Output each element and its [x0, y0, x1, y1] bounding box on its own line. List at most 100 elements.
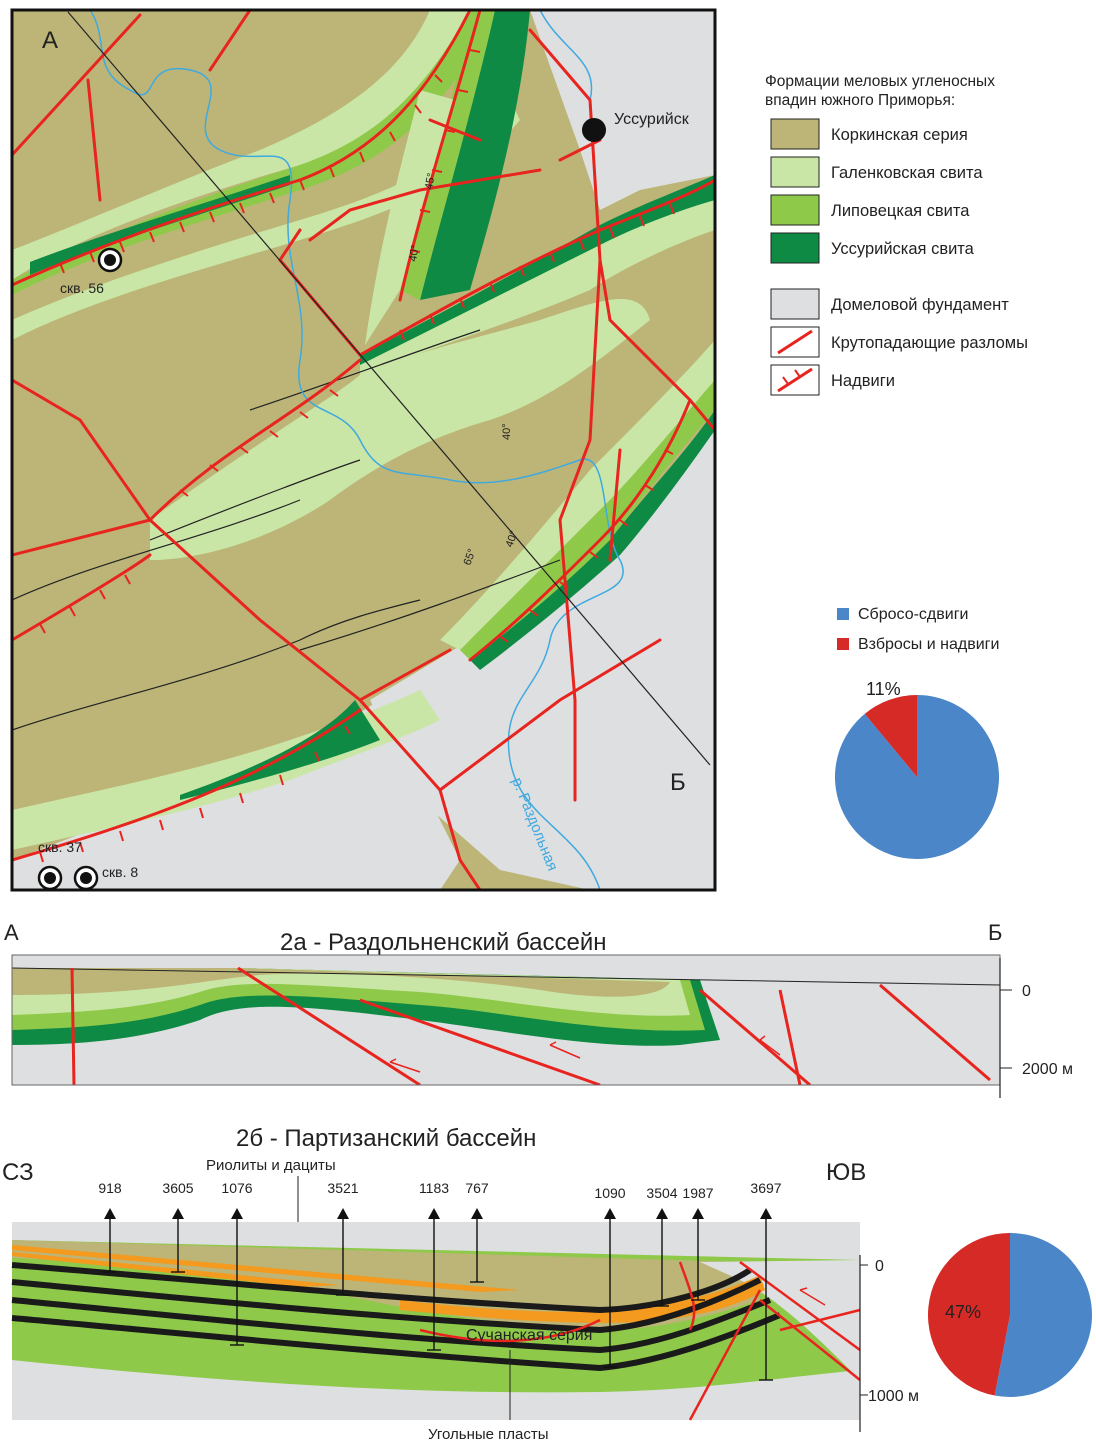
legend-label: Уссурийская свита	[831, 240, 975, 258]
well-37: скв. 37	[37, 839, 82, 890]
profile-line-ab	[67, 11, 711, 766]
basement-area-ne	[530, 10, 715, 210]
ussuri-belt-se	[470, 410, 715, 670]
legend-label: Галенковская свита	[831, 164, 983, 182]
galenkovka-belt-nw2	[12, 100, 520, 340]
borehole: 3605	[162, 1180, 194, 1273]
pie-legend: Сбросо-сдвиги Взбросы и надвиги	[837, 606, 999, 653]
borehole: 767	[465, 1180, 489, 1283]
coal-label: Угольные пласты	[428, 1426, 549, 1443]
legend-swatch-thrust-line-icon	[770, 364, 820, 396]
legend-swatch-red	[837, 638, 849, 650]
borehole-label: 1090	[594, 1185, 625, 1201]
borehole: 3697	[750, 1180, 782, 1381]
dip-label: 65°	[462, 547, 479, 567]
section-b-motion-arrow	[799, 1287, 826, 1306]
section-a-left: А	[4, 920, 19, 945]
borehole-label: 1183	[419, 1180, 449, 1196]
map-point-a: А	[42, 27, 58, 54]
dip-label: 45°	[423, 172, 438, 190]
borehole: 1183	[419, 1180, 449, 1351]
borehole-label: 1076	[221, 1180, 252, 1196]
dip-marks: 45° 40° 40° 65° 40°	[407, 172, 520, 567]
borehole: 1076	[221, 1180, 253, 1346]
pie-legend-label: Взбросы и надвиги	[858, 636, 999, 653]
dip-label: 40°	[407, 244, 422, 262]
section-b-tick-label: 0	[875, 1258, 884, 1275]
section-a-korkino	[12, 968, 670, 997]
galenkovka-belt-se	[440, 340, 715, 650]
city-label: Уссурийск	[614, 111, 690, 128]
rhyolite-label: Риолиты и дациты	[206, 1157, 336, 1174]
legend-swatch-fill-lipovets	[770, 194, 820, 226]
thrusts	[12, 10, 715, 862]
pie-chart-partizansk: 47%	[927, 1233, 1092, 1397]
legend-title-line2: впадин южного Приморья:	[765, 92, 955, 109]
section-a-tick-label: 2000 м	[1022, 1061, 1073, 1078]
section-b-rhyolite-1	[12, 1245, 520, 1292]
well-label: скв. 37	[38, 839, 82, 855]
ussuri-belt-s	[180, 700, 380, 800]
section-a-tick-label: 0	[1022, 983, 1031, 1000]
pie-data-label: 11%	[866, 679, 901, 699]
pie-slice-blue	[834, 695, 999, 859]
well-56: скв. 56	[60, 247, 123, 296]
borehole: 1090	[594, 1185, 626, 1368]
well-marker-core	[104, 254, 116, 266]
lipovets-belt-central	[400, 10, 495, 300]
borehole-label: 3697	[750, 1180, 781, 1196]
borehole-label: 3504	[646, 1185, 677, 1201]
borehole: 3521	[327, 1180, 359, 1296]
well-label: скв. 8	[102, 864, 138, 880]
borehole: 918	[98, 1180, 122, 1273]
galenkovka-belt-central	[365, 90, 455, 345]
galenkovka-belt-nw	[12, 10, 520, 280]
borehole-label: 918	[98, 1180, 122, 1196]
section-b-rhyolite-3	[400, 1275, 765, 1323]
section-b-wells: 918 3605 1076 3521 1183 767 1090 3504 1987 3697	[98, 1180, 782, 1381]
lipovets-belt-se	[460, 380, 715, 660]
section-b-title: 2б - Партизанский бассейн	[236, 1125, 536, 1152]
legend-swatch-fill-ussuri	[770, 232, 820, 264]
section-b-basement-lower	[12, 1360, 860, 1420]
borehole: 3504	[646, 1185, 678, 1307]
legend-label: Домеловой фундамент	[831, 296, 1009, 314]
borehole: 1987	[682, 1185, 714, 1301]
ussuri-belt-central	[420, 10, 530, 300]
section-b-rhyolite-2	[12, 1252, 340, 1287]
geological-map: Уссурийск скв. 56 скв. 37 скв. 8 45° 40°…	[12, 10, 715, 890]
legend-label: Липовецкая свита	[831, 202, 970, 220]
formation-contacts	[12, 329, 561, 731]
pie-data-label: 47%	[945, 1302, 981, 1322]
legend-swatch-fill-galenkovka	[770, 156, 820, 188]
legend-swatch-blue	[837, 608, 849, 620]
borehole-label: 3605	[162, 1180, 193, 1196]
section-partizansk: 2б - Партизанский бассейн СЗ ЮВ Риолиты …	[2, 1125, 919, 1443]
legend-swatch-fault-line-icon	[770, 326, 820, 358]
section-b-faults	[419, 1260, 861, 1421]
borehole-label: 1987	[682, 1185, 713, 1201]
section-b-basement-east	[700, 1260, 860, 1380]
thrust-ticks	[39, 49, 675, 863]
pie-chart-razdolnoe: 11%	[834, 679, 999, 859]
galenkovka-field-center	[150, 299, 650, 560]
section-a-motion-arrows	[389, 1035, 781, 1073]
legend-label: Надвиги	[831, 372, 895, 390]
well-marker-core	[44, 872, 56, 884]
section-b-right: ЮВ	[826, 1159, 866, 1186]
section-a-right: Б	[988, 920, 1002, 945]
borehole-label: 767	[465, 1180, 489, 1196]
pie-slice-red	[864, 695, 917, 777]
dip-label: 40°	[501, 423, 513, 440]
section-a-faults	[70, 966, 991, 1085]
dip-label: 40°	[504, 529, 521, 549]
map-legend: Формации меловых угленосных впадин южног…	[765, 73, 1028, 396]
legend-swatch-fill-korkino	[770, 118, 820, 150]
pie-slice-red	[927, 1233, 1010, 1396]
faults	[12, 10, 715, 890]
city-marker	[582, 118, 606, 142]
legend-label: Крутопадающие разломы	[831, 334, 1028, 352]
river-tributary	[539, 10, 593, 101]
legend-items: Коркинская серия Галенковская свита Липове…	[770, 118, 1028, 396]
